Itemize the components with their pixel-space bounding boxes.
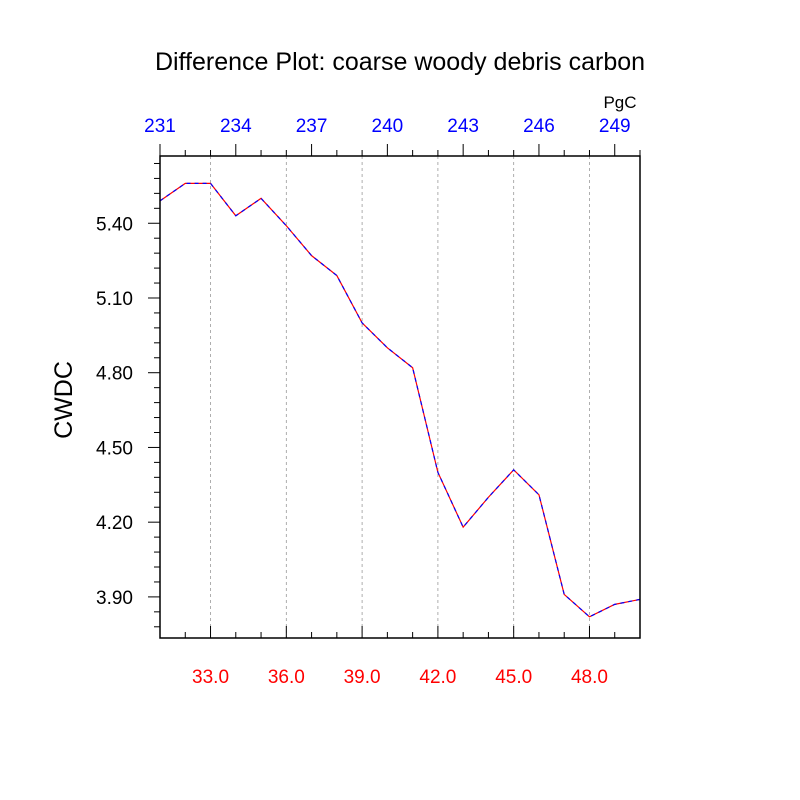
x-top-tick-label: 249 [599,116,631,137]
y-axis-label: CWDC [50,361,78,439]
plot-frame [159,155,641,639]
x-bottom-tick-label: 33.0 [192,667,229,688]
x-top-tick-label: 234 [220,116,252,137]
x-top-tick-label: 240 [372,116,404,137]
series-line-blue-dashed [159,182,641,618]
x-bottom-tick-label: 39.0 [344,667,381,688]
x-bottom-tick-label: 36.0 [268,667,305,688]
x-bottom-tick-label: 45.0 [495,667,532,688]
x-top-tick-label: 237 [296,116,328,137]
x-bottom-tick-label: 48.0 [571,667,608,688]
tick-labels: 33.0 36.0 39.0 42.0 45.0 48.0 231 234 237 240 243 2… [96,116,631,688]
y-tick-label: 5.10 [96,289,133,310]
x-bottom-tick-label: 42.0 [419,667,456,688]
y-tick-label: 3.90 [96,588,133,609]
y-tick-label: 5.40 [96,214,133,235]
y-tick-label: 4.50 [96,438,133,459]
x-top-tick-label: 231 [144,116,176,137]
x-top-tick-label: 243 [447,116,479,137]
chart-title: Difference Plot: coarse woody debris car… [155,48,645,76]
grid-lines [210,156,590,638]
axis-ticks [148,144,641,638]
data-line [159,182,641,618]
y-tick-label: 4.20 [96,513,133,534]
x-top-tick-label: 246 [523,116,555,137]
y-tick-label: 4.80 [96,364,133,385]
series-line-red [159,182,641,618]
top-axis-units: PgC [603,93,636,112]
